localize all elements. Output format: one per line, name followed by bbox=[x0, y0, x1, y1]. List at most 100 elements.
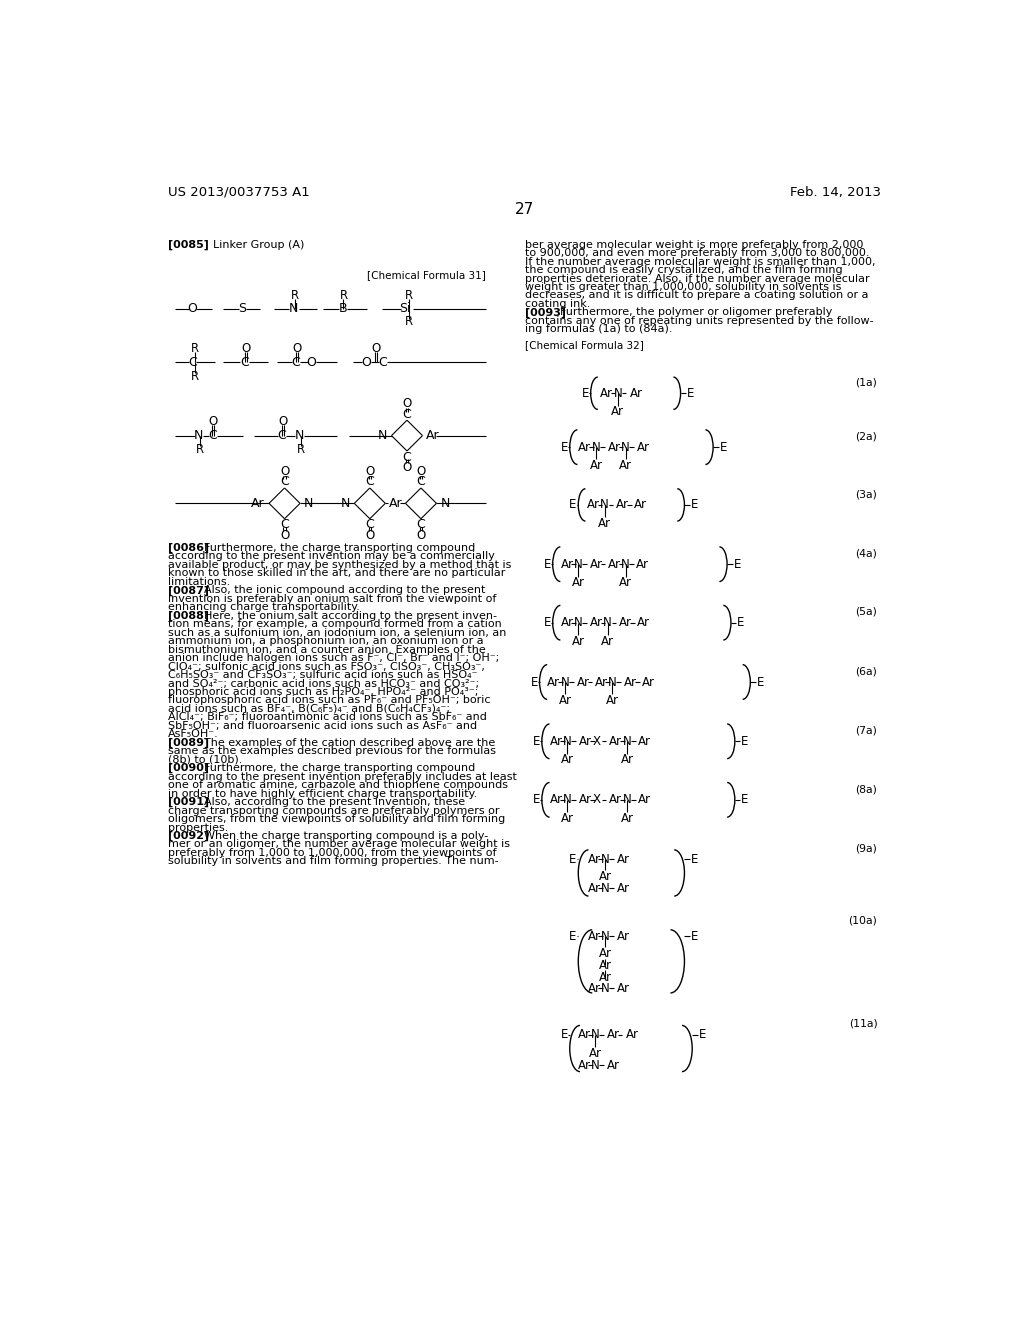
Text: mer or an oligomer, the number average molecular weight is: mer or an oligomer, the number average m… bbox=[168, 840, 510, 850]
Text: O: O bbox=[209, 416, 218, 428]
Text: Ar: Ar bbox=[620, 576, 632, 589]
Text: decreases, and it is difficult to prepare a coating solution or a: decreases, and it is difficult to prepar… bbox=[524, 290, 868, 301]
Text: oligomers, from the viewpoints of solubility and film forming: oligomers, from the viewpoints of solubi… bbox=[168, 814, 506, 824]
Text: N: N bbox=[561, 676, 569, 689]
Text: Ar: Ar bbox=[609, 793, 623, 807]
Text: R: R bbox=[297, 444, 305, 455]
Text: Ar: Ar bbox=[561, 754, 573, 767]
Text: B: B bbox=[338, 302, 347, 315]
Text: (5a): (5a) bbox=[855, 607, 878, 616]
Text: Ar: Ar bbox=[626, 1028, 639, 1041]
Text: E: E bbox=[544, 616, 551, 630]
Text: S: S bbox=[238, 302, 246, 315]
Text: ber average molecular weight is more preferably from 2,000: ber average molecular weight is more pre… bbox=[524, 240, 863, 249]
Text: Ar: Ar bbox=[560, 616, 573, 630]
Text: Ar: Ar bbox=[636, 557, 649, 570]
Text: according to the present invention preferably includes at least: according to the present invention prefe… bbox=[168, 772, 517, 781]
Text: Ar: Ar bbox=[389, 496, 402, 510]
Text: C₆H₅SO₃⁻ and CF₃SO₃⁻; sulfuric acid ions such as HSO₄⁻: C₆H₅SO₃⁻ and CF₃SO₃⁻; sulfuric acid ions… bbox=[168, 671, 478, 680]
Text: N: N bbox=[591, 1059, 600, 1072]
Text: Ar: Ar bbox=[577, 676, 590, 689]
Text: The examples of the cation described above are the: The examples of the cation described abo… bbox=[204, 738, 496, 748]
Text: SbF₅OH⁻; and fluoroarsenic acid ions such as AsF₆⁻ and: SbF₅OH⁻; and fluoroarsenic acid ions suc… bbox=[168, 721, 477, 731]
Text: C: C bbox=[240, 356, 249, 370]
Text: such as a sulfonium ion, an iodonium ion, a selenium ion, an: such as a sulfonium ion, an iodonium ion… bbox=[168, 628, 507, 638]
Text: Ar: Ar bbox=[251, 496, 264, 510]
Text: Ar: Ar bbox=[611, 405, 625, 418]
Text: N: N bbox=[600, 499, 609, 511]
Text: Ar: Ar bbox=[588, 882, 600, 895]
Text: fluorophosphoric acid ions such as PF₆⁻ and PF₅OH⁻; boric: fluorophosphoric acid ions such as PF₆⁻ … bbox=[168, 696, 490, 705]
Text: N: N bbox=[440, 496, 450, 510]
Text: Ar: Ar bbox=[617, 929, 630, 942]
Text: N: N bbox=[563, 793, 571, 807]
Text: Si: Si bbox=[399, 302, 411, 315]
Text: Ar: Ar bbox=[609, 735, 623, 748]
Text: Ar: Ar bbox=[588, 982, 600, 995]
Text: tion means, for example, a compound formed from a cation: tion means, for example, a compound form… bbox=[168, 619, 502, 630]
Text: O: O bbox=[279, 416, 288, 428]
Text: available product, or may be synthesized by a method that is: available product, or may be synthesized… bbox=[168, 560, 512, 570]
Text: Ar: Ar bbox=[634, 499, 647, 511]
Text: C: C bbox=[278, 429, 286, 442]
Text: Ar: Ar bbox=[561, 812, 573, 825]
Text: Furthermore, the charge transporting compound: Furthermore, the charge transporting com… bbox=[204, 763, 475, 774]
Text: Ar: Ar bbox=[579, 441, 591, 454]
Text: E: E bbox=[698, 1028, 706, 1041]
Text: N: N bbox=[592, 441, 600, 454]
Text: Ar: Ar bbox=[599, 958, 612, 972]
Text: ClO₄⁻; sulfonic acid ions such as FSO₃⁻, ClSO₃⁻, CH₃SO₃⁻,: ClO₄⁻; sulfonic acid ions such as FSO₃⁻,… bbox=[168, 661, 485, 672]
Text: Ar: Ar bbox=[607, 557, 621, 570]
Text: [0093]: [0093] bbox=[524, 308, 566, 318]
Text: Ar: Ar bbox=[621, 812, 634, 825]
Text: (4a): (4a) bbox=[855, 548, 878, 558]
Text: O: O bbox=[402, 397, 412, 409]
Text: C: C bbox=[378, 356, 387, 370]
Text: E: E bbox=[733, 557, 740, 570]
Text: [0090]: [0090] bbox=[168, 763, 209, 774]
Text: (8b) to (10b).: (8b) to (10b). bbox=[168, 755, 243, 764]
Text: E: E bbox=[720, 441, 727, 454]
Text: C: C bbox=[366, 475, 374, 488]
Text: C: C bbox=[208, 429, 217, 442]
Text: O: O bbox=[361, 356, 371, 370]
Text: N: N bbox=[591, 1028, 600, 1041]
Text: ammonium ion, a phosphonium ion, an oxonium ion or a: ammonium ion, a phosphonium ion, an oxon… bbox=[168, 636, 484, 647]
Text: Ar: Ar bbox=[617, 853, 630, 866]
Text: in order to have highly efficient charge transportability.: in order to have highly efficient charge… bbox=[168, 788, 477, 799]
Text: Ar: Ar bbox=[550, 793, 562, 807]
Text: Also, the ionic compound according to the present: Also, the ionic compound according to th… bbox=[204, 585, 485, 595]
Text: R: R bbox=[404, 289, 413, 302]
Text: Ar: Ar bbox=[607, 441, 621, 454]
Text: AlCl₄⁻; BiF₆⁻; fluoroantimonic acid ions such as SbF₆⁻ and: AlCl₄⁻; BiF₆⁻; fluoroantimonic acid ions… bbox=[168, 713, 487, 722]
Text: same as the examples described previous for the formulas: same as the examples described previous … bbox=[168, 746, 497, 756]
Text: E: E bbox=[560, 1028, 568, 1041]
Text: E: E bbox=[530, 676, 538, 689]
Text: Ar: Ar bbox=[571, 576, 585, 589]
Text: Furthermore, the polymer or oligomer preferably: Furthermore, the polymer or oligomer pre… bbox=[560, 308, 833, 317]
Text: E: E bbox=[691, 853, 698, 866]
Text: Ar: Ar bbox=[579, 793, 592, 807]
Text: [0085]: [0085] bbox=[168, 239, 209, 249]
Text: Ar: Ar bbox=[638, 793, 651, 807]
Text: N: N bbox=[304, 496, 313, 510]
Text: Ar: Ar bbox=[607, 1028, 620, 1041]
Text: O: O bbox=[292, 342, 302, 355]
Text: acid ions such as BF₄⁻, B(C₆F₅)₄⁻ and B(C₆H₄CF₃)₄⁻;: acid ions such as BF₄⁻, B(C₆F₅)₄⁻ and B(… bbox=[168, 704, 451, 714]
Text: E: E bbox=[532, 735, 540, 748]
Text: Furthermore, the charge transporting compound: Furthermore, the charge transporting com… bbox=[204, 543, 475, 553]
Text: one of aromatic amine, carbazole and thiophene compounds: one of aromatic amine, carbazole and thi… bbox=[168, 780, 508, 791]
Text: N: N bbox=[623, 793, 632, 807]
Text: Ar: Ar bbox=[637, 616, 650, 630]
Text: Ar: Ar bbox=[590, 557, 603, 570]
Text: E: E bbox=[544, 557, 551, 570]
Text: limitations.: limitations. bbox=[168, 577, 230, 587]
Text: E: E bbox=[691, 499, 698, 511]
Text: C: C bbox=[291, 356, 300, 370]
Text: Ar: Ar bbox=[598, 517, 611, 529]
Text: (2a): (2a) bbox=[855, 432, 878, 441]
Text: Ar: Ar bbox=[559, 694, 571, 708]
Text: Ar: Ar bbox=[571, 635, 585, 648]
Text: preferably from 1,000 to 1,000,000, from the viewpoints of: preferably from 1,000 to 1,000,000, from… bbox=[168, 847, 497, 858]
Text: N: N bbox=[603, 616, 612, 630]
